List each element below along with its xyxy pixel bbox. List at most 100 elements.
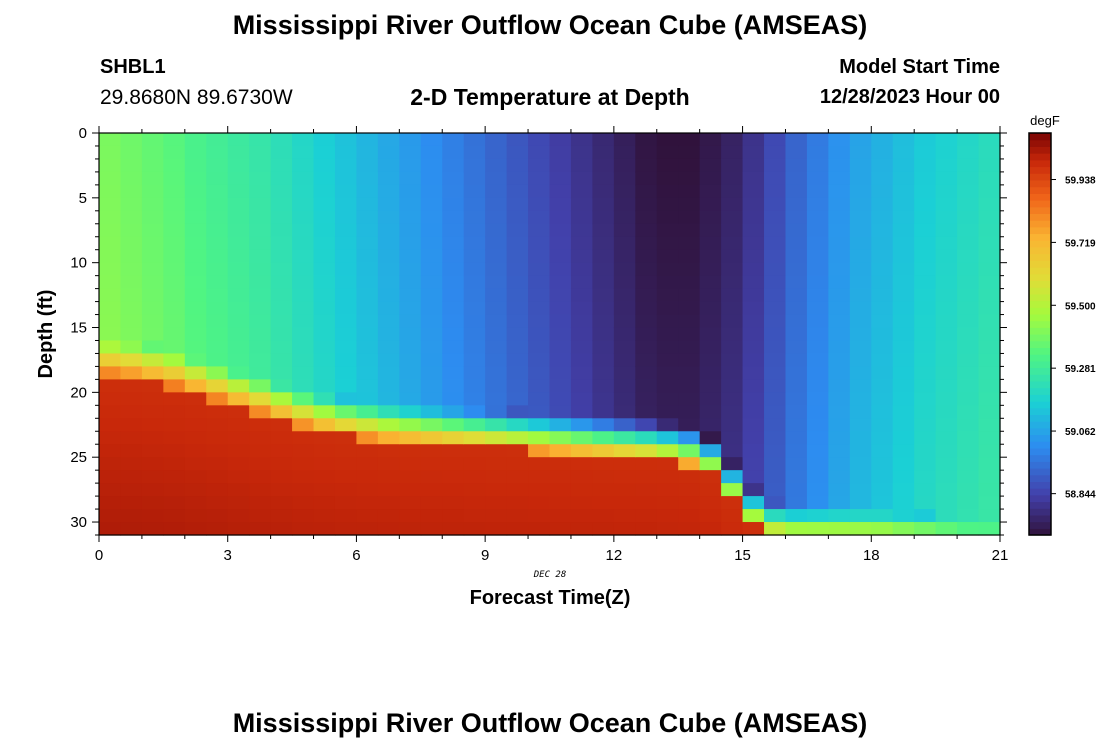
heatmap-cell	[377, 392, 400, 406]
heatmap-cell	[828, 262, 851, 277]
heatmap-cell	[721, 379, 744, 393]
heatmap-cell	[699, 470, 722, 484]
heatmap-cell	[742, 133, 765, 147]
heatmap-cell	[270, 522, 293, 536]
heatmap-cell	[635, 483, 658, 497]
heatmap-cell	[249, 197, 272, 212]
heatmap-cell	[678, 470, 701, 484]
colorbar-segment	[1029, 501, 1051, 509]
heatmap-cell	[292, 522, 315, 536]
heatmap-cell	[249, 249, 272, 264]
heatmap-cell	[184, 249, 207, 264]
heatmap-cell	[463, 366, 486, 380]
heatmap-cell	[914, 171, 937, 186]
heatmap-cell	[656, 366, 679, 380]
colorbar-segment	[1029, 173, 1051, 181]
heatmap-cell	[270, 158, 293, 173]
heatmap-cell	[635, 314, 658, 329]
heatmap-cell	[377, 379, 400, 393]
heatmap-cell	[742, 405, 765, 419]
colorbar-units: degF	[1030, 113, 1060, 128]
heatmap-cell	[506, 327, 529, 342]
heatmap-cell	[935, 249, 958, 264]
heatmap-cell	[570, 275, 593, 290]
heatmap-cell	[978, 236, 1001, 251]
heatmap-cell	[184, 197, 207, 212]
colorbar-segment	[1029, 159, 1051, 168]
heatmap-cell	[957, 133, 980, 147]
colorbar-segment	[1029, 468, 1051, 476]
heatmap-cell	[592, 249, 615, 264]
heatmap-cell	[613, 145, 636, 160]
heatmap-cell	[871, 353, 894, 368]
heatmap-cell	[764, 418, 787, 432]
heatmap-cell	[957, 301, 980, 316]
heatmap-cell	[292, 483, 315, 497]
heatmap-cell	[892, 236, 915, 251]
heatmap-cell	[184, 392, 207, 406]
heatmap-cell	[356, 171, 379, 186]
colorbar-segment	[1029, 474, 1051, 482]
heatmap-cell	[549, 145, 572, 160]
heatmap-cell	[914, 522, 937, 536]
heatmap-cell	[785, 392, 808, 406]
heatmap-cell	[635, 470, 658, 484]
heatmap-cell	[978, 392, 1001, 406]
heatmap-cell	[613, 431, 636, 445]
heatmap-cell	[892, 509, 915, 523]
heatmap-cell	[871, 236, 894, 251]
heatmap-cell	[828, 145, 851, 160]
heatmap-cell	[549, 249, 572, 264]
heatmap-cell	[249, 236, 272, 251]
heatmap-cell	[163, 288, 186, 303]
heatmap-cell	[635, 444, 658, 458]
heatmap-cell	[334, 483, 358, 497]
heatmap-cell	[184, 418, 207, 432]
heatmap-cell	[99, 496, 122, 510]
heatmap-cell	[334, 236, 358, 251]
heatmap-cell	[463, 340, 486, 355]
heatmap-cell	[935, 158, 958, 173]
heatmap-cell	[549, 327, 572, 342]
heatmap-cell	[613, 223, 636, 238]
heatmap-cell	[334, 210, 358, 225]
heatmap-cell	[184, 379, 207, 393]
heatmap-cell	[463, 509, 486, 523]
heatmap-cell	[978, 457, 1001, 471]
heatmap-cell	[506, 288, 529, 303]
heatmap-cell	[292, 158, 315, 173]
heatmap-cell	[678, 483, 701, 497]
heatmap-cell	[485, 522, 508, 536]
heatmap-cell	[549, 301, 572, 316]
heatmap-cell	[592, 457, 615, 471]
heatmap-cell	[806, 158, 829, 173]
heatmap-cell	[141, 275, 164, 290]
heatmap-cell	[656, 275, 679, 290]
heatmap-cell	[699, 483, 722, 497]
heatmap-cell	[463, 158, 486, 173]
heatmap-cell	[506, 392, 529, 406]
heatmap-cell	[635, 210, 658, 225]
heatmap-cell	[892, 223, 915, 238]
heatmap-cell	[442, 392, 465, 406]
heatmap-cell	[549, 457, 572, 471]
heatmap-cell	[485, 158, 508, 173]
heatmap-cell	[871, 314, 894, 329]
heatmap-cell	[485, 171, 508, 186]
colorbar-segment	[1029, 240, 1051, 248]
heatmap-cell	[292, 301, 315, 316]
heatmap-cell	[892, 133, 915, 147]
heatmap-cell	[764, 262, 787, 277]
heatmap-cell	[764, 379, 787, 393]
heatmap-cell	[978, 262, 1001, 277]
heatmap-cell	[978, 405, 1001, 419]
heatmap-cell	[656, 223, 679, 238]
heatmap-cell	[163, 483, 186, 497]
heatmap-cell	[764, 275, 787, 290]
heatmap-cell	[871, 262, 894, 277]
heatmap-cell	[978, 353, 1001, 368]
heatmap-cell	[506, 353, 529, 368]
heatmap-cell	[420, 301, 443, 316]
heatmap-cell	[141, 327, 164, 342]
heatmap-cell	[227, 249, 250, 264]
